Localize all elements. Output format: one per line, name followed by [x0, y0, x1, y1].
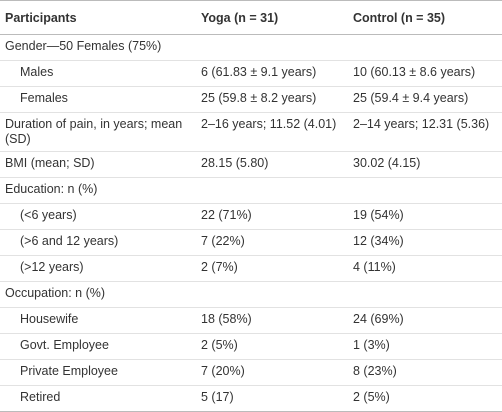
yoga-cell: 25 (59.8 ± 8.2 years) [196, 86, 348, 113]
section-row: Occupation: n (%) [0, 281, 502, 308]
yoga-cell: 28.15 (5.80) [196, 151, 348, 178]
section-heading: Education: n (%) [0, 177, 502, 204]
header-row: Participants Yoga (n = 31) Control (n = 35… [0, 0, 502, 35]
row-label: Private Employee [0, 359, 196, 386]
row-label: (>6 and 12 years) [0, 229, 196, 256]
table-row: Females 25 (59.8 ± 8.2 years) 25 (59.4 ± 9… [0, 86, 502, 113]
control-cell: 4 (11%) [348, 255, 502, 282]
table-row: Males 6 (61.83 ± 9.1 years) 10 (60.13 ± 8.… [0, 60, 502, 87]
control-cell: 24 (69%) [348, 307, 502, 334]
row-label: Housewife [0, 307, 196, 334]
row-label: Males [0, 60, 196, 87]
section-heading: Gender—50 Females (75%) [0, 34, 502, 61]
control-cell: 19 (54%) [348, 203, 502, 230]
table-row: Govt. Employee 2 (5%) 1 (3%) [0, 333, 502, 360]
row-label: Duration of pain, in years; mean (SD) [0, 112, 196, 152]
section-row: Gender—50 Females (75%) [0, 34, 502, 61]
yoga-cell: 6 (61.83 ± 9.1 years) [196, 60, 348, 87]
yoga-cell: 5 (17) [196, 385, 348, 412]
control-cell: 10 (60.13 ± 8.6 years) [348, 60, 502, 87]
control-cell: 8 (23%) [348, 359, 502, 386]
control-cell: 2 (5%) [348, 385, 502, 412]
table-row: Housewife 18 (58%) 24 (69%) [0, 307, 502, 334]
row-label: Retired [0, 385, 196, 412]
control-cell: 12 (34%) [348, 229, 502, 256]
row-label: BMI (mean; SD) [0, 151, 196, 178]
table-row: (>12 years) 2 (7%) 4 (11%) [0, 255, 502, 282]
row-label: Govt. Employee [0, 333, 196, 360]
header-cell: Control (n = 35) [348, 0, 502, 35]
table-row: Private Employee 7 (20%) 8 (23%) [0, 359, 502, 386]
control-cell: 2–14 years; 12.31 (5.36) [348, 112, 502, 152]
section-heading: Occupation: n (%) [0, 281, 502, 308]
header-cell: Yoga (n = 31) [196, 0, 348, 35]
control-cell: 30.02 (4.15) [348, 151, 502, 178]
section-row: Education: n (%) [0, 177, 502, 204]
table-body: Gender—50 Females (75%) Males 6 (61.83 ± 9… [0, 34, 502, 412]
row-label: (>12 years) [0, 255, 196, 282]
table-row: (>6 and 12 years) 7 (22%) 12 (34%) [0, 229, 502, 256]
yoga-cell: 18 (58%) [196, 307, 348, 334]
control-cell: 25 (59.4 ± 9.4 years) [348, 86, 502, 113]
yoga-cell: 2 (7%) [196, 255, 348, 282]
row-label: Females [0, 86, 196, 113]
table-row: (<6 years) 22 (71%) 19 (54%) [0, 203, 502, 230]
table-row: BMI (mean; SD) 28.15 (5.80) 30.02 (4.15) [0, 151, 502, 178]
yoga-cell: 22 (71%) [196, 203, 348, 230]
table-row: Retired 5 (17) 2 (5%) [0, 385, 502, 412]
yoga-cell: 7 (20%) [196, 359, 348, 386]
yoga-cell: 7 (22%) [196, 229, 348, 256]
yoga-cell: 2 (5%) [196, 333, 348, 360]
row-label: (<6 years) [0, 203, 196, 230]
table-row: Duration of pain, in years; mean (SD) 2–1… [0, 112, 502, 152]
control-cell: 1 (3%) [348, 333, 502, 360]
header-cell: Participants [0, 0, 196, 35]
yoga-cell: 2–16 years; 11.52 (4.01) [196, 112, 348, 152]
